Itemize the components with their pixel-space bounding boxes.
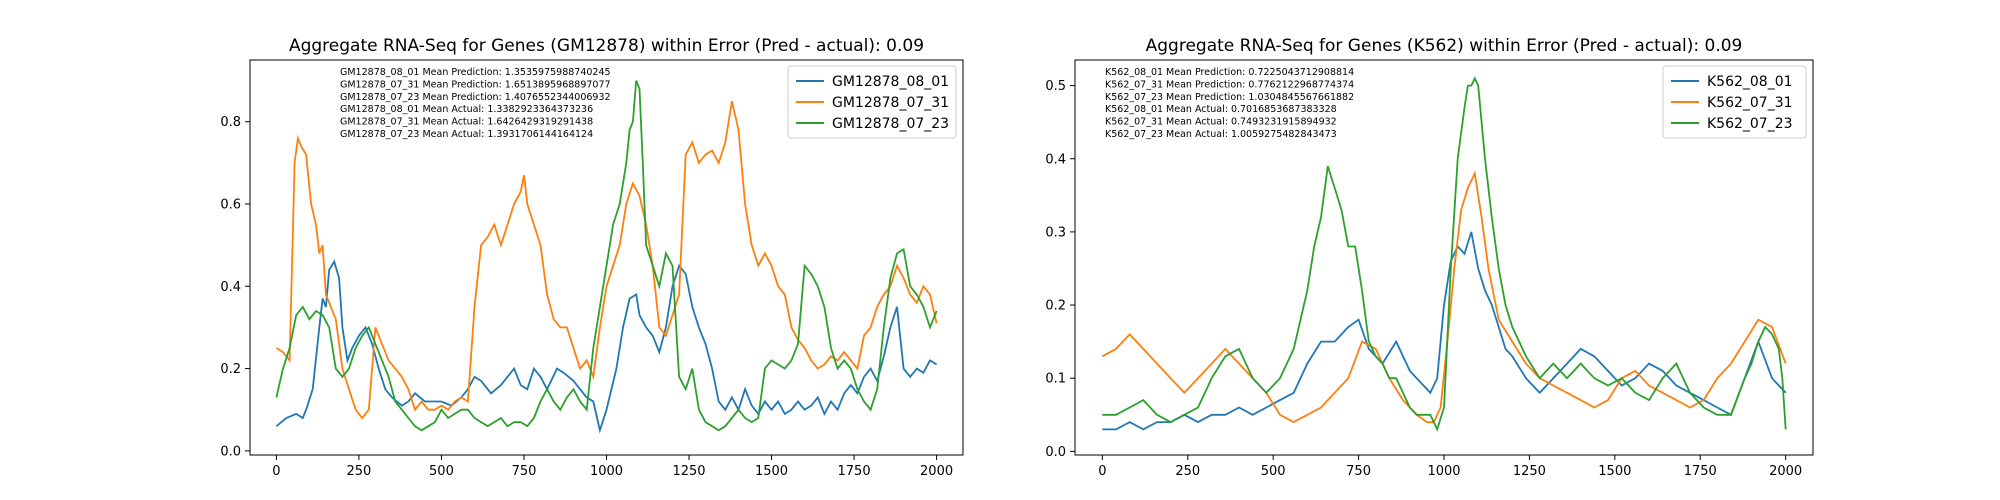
series-line-GM12878_08_01 <box>275 259 938 434</box>
x-tick-label: 1000 <box>1427 464 1460 479</box>
y-tick-label: 0.6 <box>220 198 241 213</box>
series-line-GM12878_07_23 <box>275 80 938 432</box>
legend-label: K562_08_01 <box>1707 74 1793 90</box>
mean-annotation: GM12878_07_31 Mean Prediction: 1.6513895… <box>340 79 611 90</box>
chart-title: Aggregate RNA-Seq for Genes (K562) withi… <box>1146 36 1743 56</box>
chart-gm12878: Aggregate RNA-Seq for Genes (GM12878) wi… <box>220 36 964 479</box>
mean-annotation: GM12878_07_23 Mean Prediction: 1.4076552… <box>340 92 611 103</box>
mean-annotation: GM12878_08_01 Mean Actual: 1.33829233643… <box>340 104 593 115</box>
chart-title: Aggregate RNA-Seq for Genes (GM12878) wi… <box>289 36 924 56</box>
series-line-GM12878_07_31 <box>275 100 938 420</box>
mean-annotation: K562_08_01 Mean Prediction: 0.7225043712… <box>1105 67 1354 78</box>
legend-label: K562_07_23 <box>1707 116 1793 132</box>
y-tick-label: 0.4 <box>220 280 241 295</box>
mean-annotation: K562_07_23 Mean Actual: 1.00592754828434… <box>1105 129 1337 140</box>
mean-annotation: K562_07_31 Mean Prediction: 0.7762122968… <box>1105 79 1354 90</box>
mean-annotation: K562_07_23 Mean Prediction: 1.0304845567… <box>1105 92 1354 103</box>
x-tick-label: 1250 <box>672 464 705 479</box>
x-tick-label: 1000 <box>590 464 623 479</box>
x-tick-label: 1750 <box>838 464 871 479</box>
x-tick-label: 1750 <box>1684 464 1717 479</box>
y-tick-label: 0.0 <box>220 444 241 459</box>
x-tick-label: 1500 <box>755 464 788 479</box>
legend: K562_08_01 K562_07_31 K562_07_23 <box>1662 65 1807 139</box>
series-line-K562_07_31 <box>1101 170 1787 424</box>
legend: GM12878_08_01 GM12878_07_31 GM12878_07_23 <box>787 65 957 139</box>
x-tick-label: 500 <box>1261 464 1286 479</box>
x-tick-label: 2000 <box>1769 464 1802 479</box>
x-tick-label: 0 <box>272 464 280 479</box>
chart-k562: Aggregate RNA-Seq for Genes (K562) withi… <box>1045 36 1814 479</box>
mean-annotation: K562_07_31 Mean Actual: 0.74932319158949… <box>1105 117 1337 128</box>
y-tick-label: 0.3 <box>1045 225 1066 240</box>
mean-annotation: GM12878_08_01 Mean Prediction: 1.3535975… <box>340 67 611 78</box>
legend-label: K562_07_31 <box>1707 95 1793 111</box>
x-tick-label: 500 <box>429 464 454 479</box>
y-tick-label: 0.0 <box>1045 445 1066 460</box>
legend-label: GM12878_07_23 <box>832 116 949 132</box>
y-tick-label: 0.2 <box>1045 299 1066 314</box>
mean-annotation: GM12878_07_31 Mean Actual: 1.64264293192… <box>340 117 593 128</box>
x-tick-label: 750 <box>512 464 537 479</box>
legend-label: GM12878_08_01 <box>832 74 949 90</box>
x-tick-label: 1250 <box>1513 464 1546 479</box>
series-line-K562_08_01 <box>1102 231 1787 431</box>
y-tick-label: 0.1 <box>1045 372 1066 387</box>
x-tick-label: 250 <box>347 464 372 479</box>
y-tick-label: 0.8 <box>220 115 241 130</box>
mean-annotation: GM12878_07_23 Mean Actual: 1.39317061441… <box>340 129 593 140</box>
y-tick-label: 0.2 <box>220 362 241 377</box>
legend-label: GM12878_07_31 <box>832 95 949 111</box>
legend-box <box>787 65 957 139</box>
x-tick-label: 1500 <box>1598 464 1631 479</box>
x-tick-label: 0 <box>1098 464 1106 479</box>
y-tick-label: 0.5 <box>1045 79 1066 94</box>
x-tick-label: 750 <box>1346 464 1371 479</box>
mean-annotation: K562_08_01 Mean Actual: 0.70168536873833… <box>1105 104 1337 115</box>
x-tick-label: 250 <box>1175 464 1200 479</box>
legend-box <box>1662 65 1807 139</box>
series-line-K562_07_23 <box>1102 76 1787 432</box>
x-tick-label: 2000 <box>920 464 953 479</box>
y-tick-label: 0.4 <box>1045 152 1066 167</box>
